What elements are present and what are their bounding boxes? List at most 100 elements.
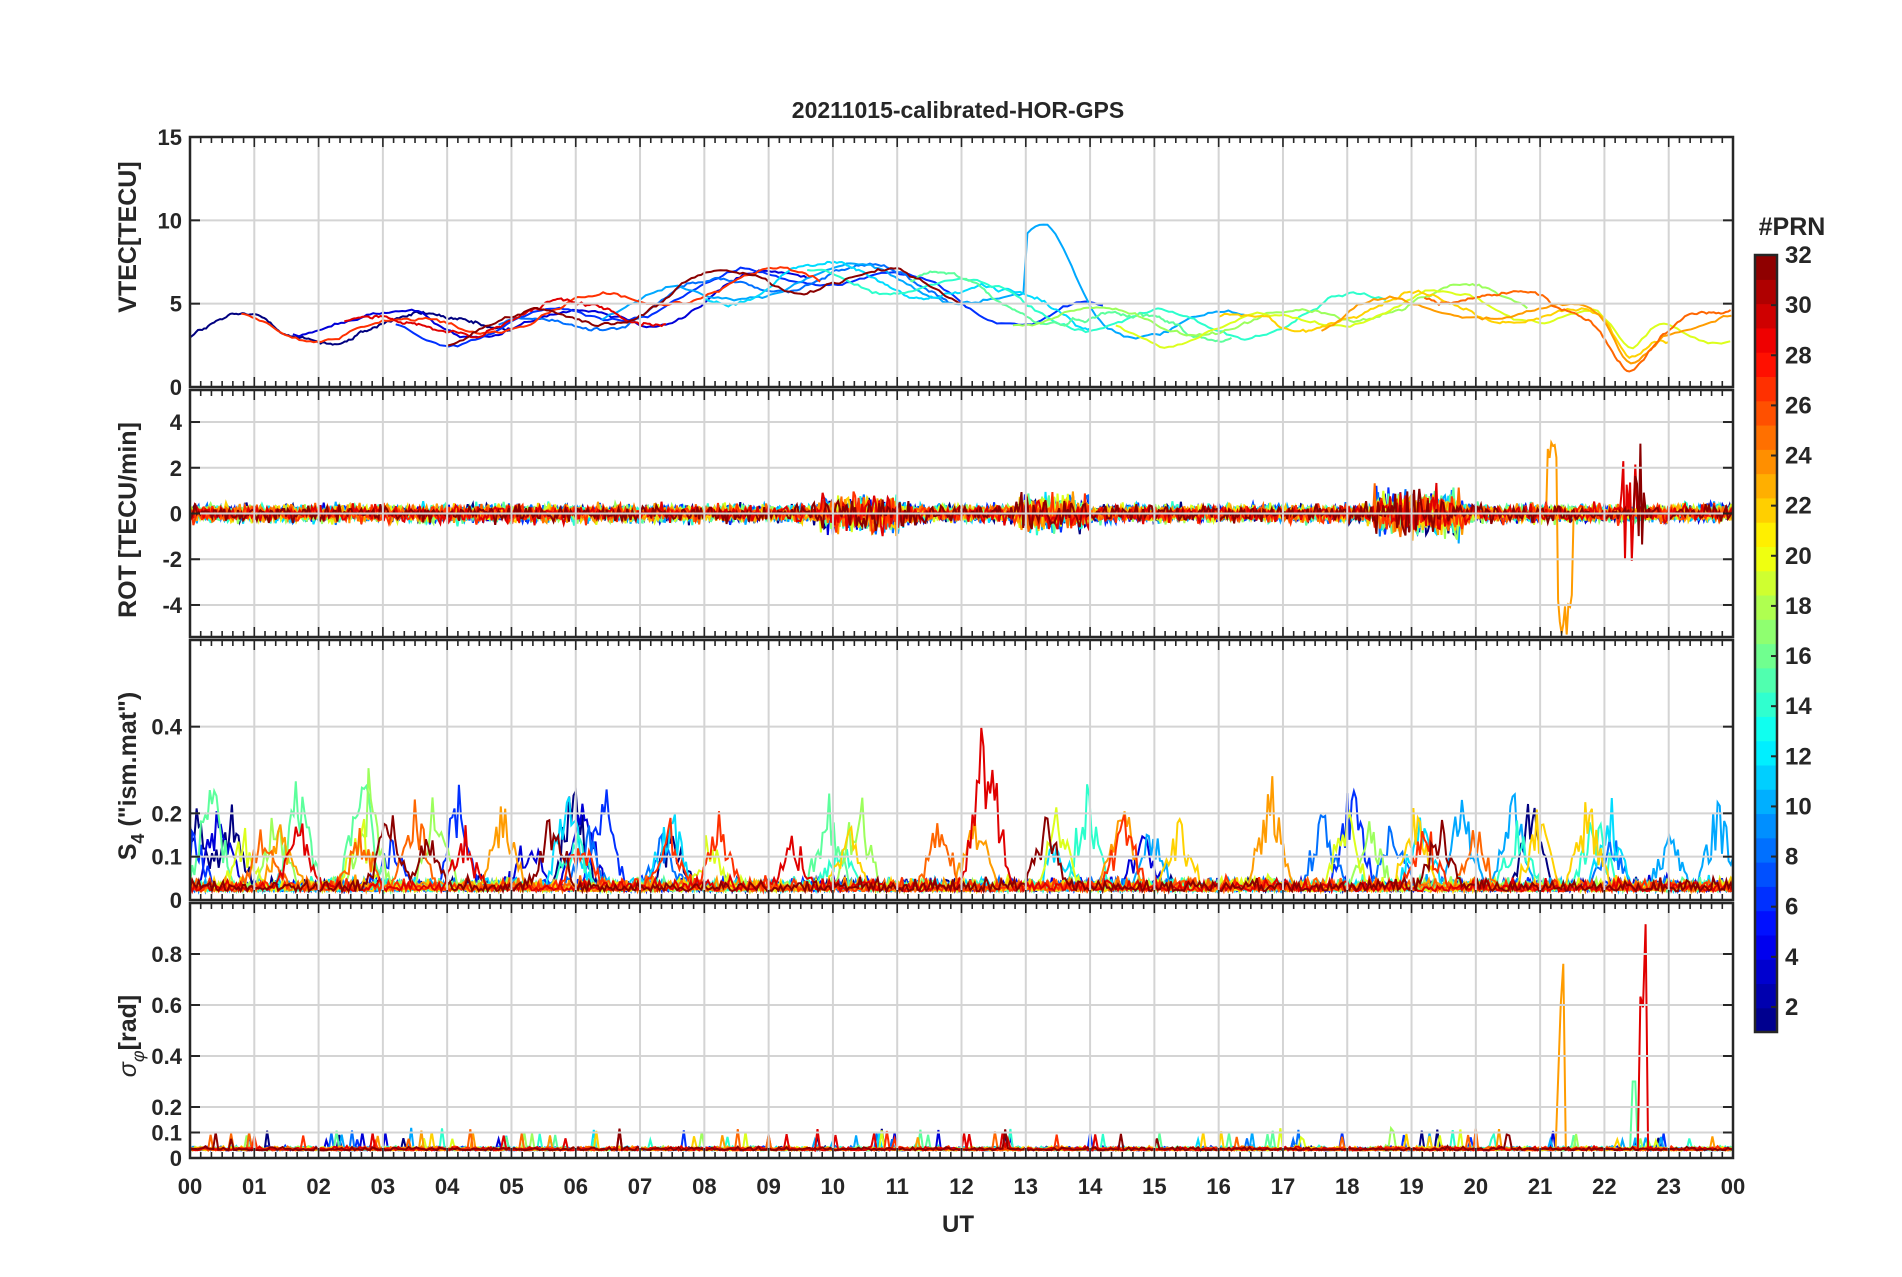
y-tick-label-rot: 0 xyxy=(170,502,182,527)
colorbar-step xyxy=(1755,376,1777,402)
s4-ylabel-main: S xyxy=(114,844,142,861)
x-tick-label: 13 xyxy=(1014,1174,1038,1199)
colorbar-step xyxy=(1755,837,1777,863)
colorbar-tick-label: 12 xyxy=(1785,743,1812,770)
x-tick-label: 21 xyxy=(1528,1174,1552,1199)
colorbar-step xyxy=(1755,497,1777,523)
x-tick-label: 00 xyxy=(1721,1174,1745,1199)
y-tick-label-s4: 0.4 xyxy=(151,715,182,740)
y-tick-label-rot: 4 xyxy=(170,410,183,435)
sigma-ylabel-main: σ xyxy=(114,1061,142,1077)
colorbar-step xyxy=(1755,473,1777,499)
y-tick-label-sigma: 0.1 xyxy=(151,1121,182,1146)
colorbar-tick-label: 6 xyxy=(1785,894,1798,921)
colorbar-tick-label: 28 xyxy=(1785,342,1812,369)
x-tick-label: 04 xyxy=(435,1174,460,1199)
x-tick-label: 01 xyxy=(242,1174,266,1199)
y-tick-label-vtec: 5 xyxy=(170,292,182,317)
colorbar-step xyxy=(1755,643,1777,669)
grid-layer xyxy=(190,137,1733,1158)
colorbar-tick-label: 16 xyxy=(1785,643,1812,670)
y-tick-label-vtec: 15 xyxy=(158,125,182,150)
series-vtec-prn-15 xyxy=(909,270,1232,343)
colorbar-step xyxy=(1755,959,1777,985)
series-vtec-prn-27 xyxy=(241,266,821,344)
sigma-ylabel: σφ[rad] xyxy=(114,995,148,1077)
colorbar-tick-label: 30 xyxy=(1785,292,1812,319)
x-tick-label: 23 xyxy=(1656,1174,1680,1199)
colorbar-step xyxy=(1755,740,1777,766)
colorbar-step xyxy=(1755,546,1777,572)
vtec-ylabel: VTEC[TECU] xyxy=(114,161,142,312)
x-tick-label: 15 xyxy=(1142,1174,1166,1199)
axes-layer: 051015-4-202400.10.20.400.10.20.40.60.80… xyxy=(151,125,1745,1199)
x-tick-label: 08 xyxy=(692,1174,716,1199)
colorbar-step xyxy=(1755,522,1777,547)
x-tick-label: 12 xyxy=(949,1174,973,1199)
y-tick-label-vtec: 0 xyxy=(170,375,182,400)
y-tick-label-sigma: 0.6 xyxy=(151,993,182,1018)
colorbar-step xyxy=(1755,279,1777,305)
x-tick-label: 00 xyxy=(178,1174,202,1199)
colorbar-step xyxy=(1755,692,1777,717)
x-tick-label: 09 xyxy=(756,1174,780,1199)
colorbar-tick-label: 24 xyxy=(1785,443,1812,470)
y-tick-label-sigma: 0 xyxy=(170,1146,182,1171)
x-axis-label: UT xyxy=(942,1211,974,1238)
colorbar-step xyxy=(1755,934,1777,960)
colorbar-step xyxy=(1755,983,1777,1009)
colorbar-step xyxy=(1755,594,1777,620)
colorbar-tick-label: 32 xyxy=(1785,242,1812,269)
y-tick-label-s4: 0.1 xyxy=(151,845,182,870)
colorbar-tick-label: 14 xyxy=(1785,693,1812,720)
sigma-ylabel-rest: [rad] xyxy=(114,995,142,1051)
colorbar-frame xyxy=(1753,253,1779,1034)
y-tick-label-sigma: 0.2 xyxy=(151,1095,182,1120)
x-tick-label: 14 xyxy=(1078,1174,1103,1199)
colorbar-tick-label: 20 xyxy=(1785,543,1812,570)
x-tick-label: 11 xyxy=(886,1174,909,1199)
series-vtec-prn-23 xyxy=(1321,295,1732,365)
x-tick-label: 18 xyxy=(1335,1174,1359,1199)
y-tick-label-s4: 0 xyxy=(170,888,182,913)
s4-ylabel-rest: ("ism.mat") xyxy=(114,692,142,834)
y-tick-label-vtec: 10 xyxy=(158,208,182,233)
x-tick-label: 02 xyxy=(306,1174,330,1199)
colorbar-step xyxy=(1755,862,1777,887)
colorbar-step xyxy=(1755,303,1777,329)
colorbar-tick-label: 26 xyxy=(1785,392,1812,419)
colorbar-step xyxy=(1755,910,1777,936)
colorbar-step xyxy=(1755,352,1777,378)
series-vtec-prn-29 xyxy=(344,297,666,339)
colorbar-tick-label: 18 xyxy=(1785,593,1812,620)
x-tick-label: 06 xyxy=(564,1174,588,1199)
chart-title: 20211015-calibrated-HOR-GPS xyxy=(792,97,1124,123)
colorbar-tick-label: 8 xyxy=(1785,844,1798,871)
x-tick-label: 05 xyxy=(499,1174,523,1199)
colorbar-step xyxy=(1755,255,1777,280)
s4-ylabel: S4 ("ism.mat") xyxy=(114,692,148,861)
y-tick-label-rot: 2 xyxy=(170,456,182,481)
x-tick-label: 07 xyxy=(628,1174,652,1199)
colorbar-step xyxy=(1755,424,1777,450)
series-vtec-prn-17 xyxy=(1012,283,1528,337)
colorbar-step xyxy=(1755,813,1777,839)
colorbar-step xyxy=(1755,667,1777,693)
x-tick-label: 20 xyxy=(1464,1174,1488,1199)
x-tick-label: 17 xyxy=(1271,1174,1295,1199)
x-tick-label: 19 xyxy=(1399,1174,1423,1199)
colorbar-step xyxy=(1755,716,1777,742)
y-tick-label-rot: -4 xyxy=(162,593,182,618)
y-tick-label-sigma: 0.8 xyxy=(151,942,182,967)
y-tick-label-sigma: 0.4 xyxy=(151,1044,182,1069)
colorbar-step xyxy=(1755,1007,1777,1033)
x-tick-label: 22 xyxy=(1592,1174,1616,1199)
x-tick-label: 03 xyxy=(371,1174,395,1199)
series-vtec-prn-13 xyxy=(807,268,1387,341)
x-tick-label: 10 xyxy=(821,1174,845,1199)
colorbar-tick-label: 2 xyxy=(1785,994,1798,1021)
y-tick-label-s4: 0.2 xyxy=(151,801,182,826)
